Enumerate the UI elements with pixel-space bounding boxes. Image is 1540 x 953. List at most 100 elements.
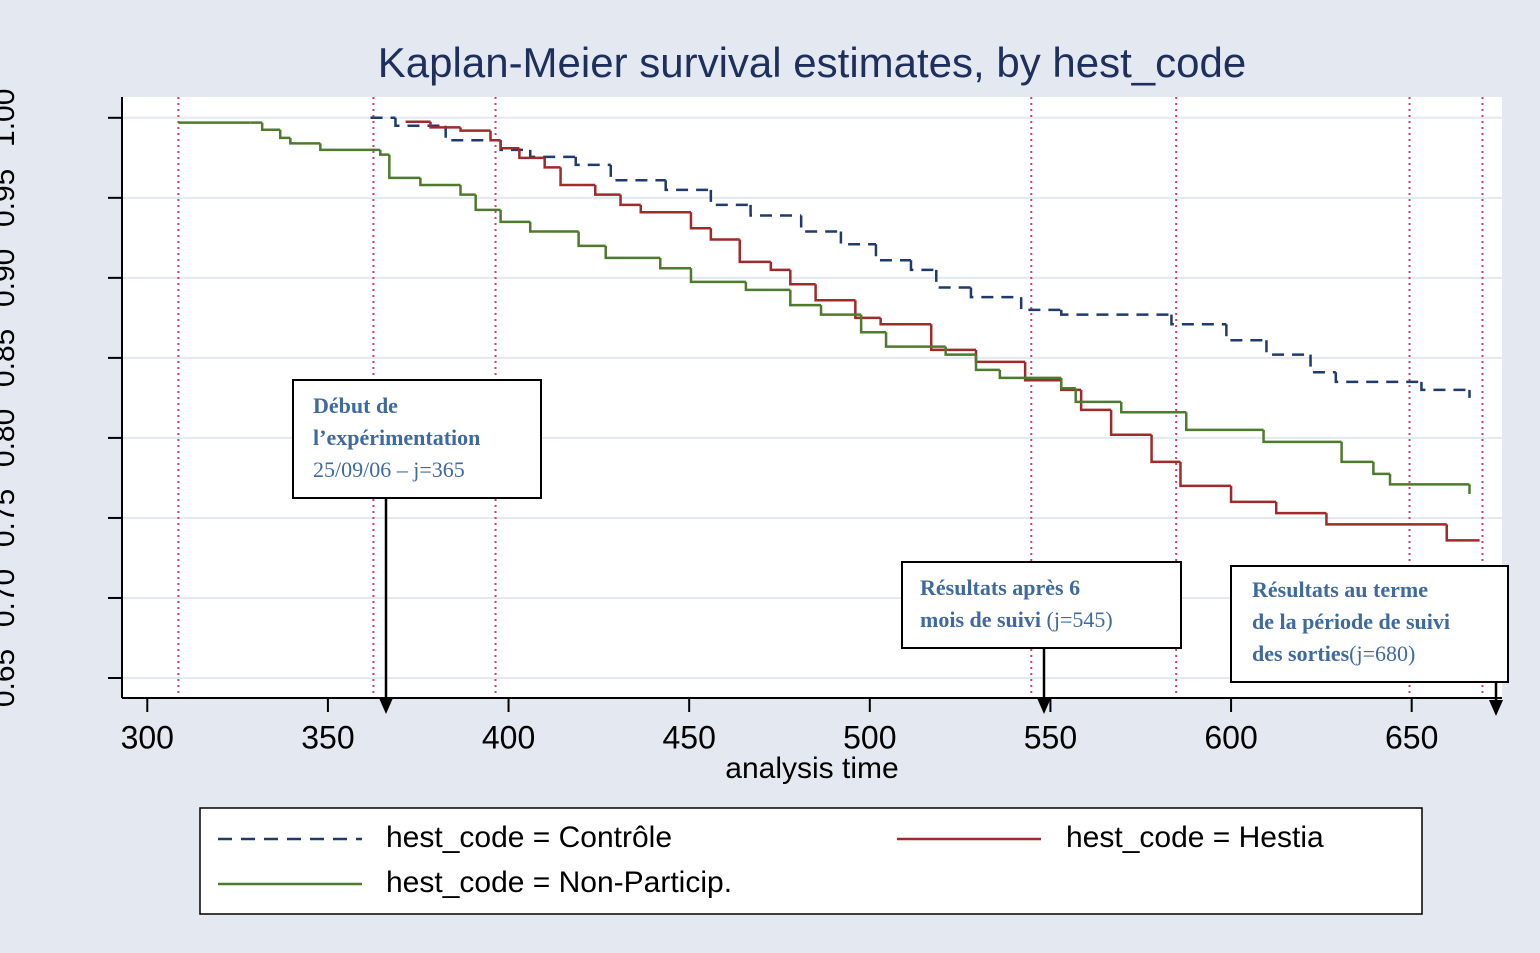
survival-step xyxy=(1023,361,1062,382)
survival-step xyxy=(1074,388,1122,404)
x-tick-label: 300 xyxy=(121,719,174,755)
survival-step xyxy=(879,317,932,326)
survival-step xyxy=(1334,372,1422,384)
x-tick-label: 400 xyxy=(482,719,535,755)
survival-step xyxy=(1170,314,1227,326)
annotation-text: Résultats après 6 xyxy=(920,575,1080,600)
annotation-text: de la période de suivi xyxy=(1252,609,1450,634)
annotation-text: 25/09/06 – j=365 xyxy=(313,457,465,482)
annotation-text: des sorties(j=680) xyxy=(1252,641,1415,666)
survival-step xyxy=(709,228,740,241)
arrow-head xyxy=(379,698,393,714)
survival-step xyxy=(379,149,390,156)
annotation-text: mois de suivi (j=545) xyxy=(920,607,1113,632)
survival-step xyxy=(998,369,1062,380)
survival-step xyxy=(929,324,977,352)
legend-label: hest_code = Hestia xyxy=(1066,821,1324,854)
x-tick-label: 650 xyxy=(1385,719,1438,755)
survival-step xyxy=(619,194,641,207)
survival-step xyxy=(1340,441,1374,464)
survival-step xyxy=(689,212,711,230)
survival-step xyxy=(1225,324,1267,342)
survival-step xyxy=(289,137,321,145)
survival-step xyxy=(394,117,446,128)
survival-step xyxy=(1109,409,1152,436)
survival-step xyxy=(1179,461,1232,488)
survival-step xyxy=(459,127,491,132)
survival-step xyxy=(574,156,611,167)
survival-step xyxy=(738,239,771,264)
survival-step xyxy=(814,284,856,302)
survival-step xyxy=(474,194,501,212)
survival-step xyxy=(1019,297,1062,312)
arrow-head xyxy=(1489,700,1503,716)
survival-step xyxy=(789,289,822,307)
survival-step xyxy=(1150,434,1181,464)
x-tick-label: 550 xyxy=(1024,719,1077,755)
survival-step xyxy=(1265,340,1311,356)
survival-step xyxy=(260,122,281,132)
survival-step xyxy=(1119,401,1187,414)
survival-step xyxy=(1185,412,1264,432)
survival-step xyxy=(528,221,579,233)
survival-step xyxy=(839,231,876,246)
survival-step xyxy=(639,204,691,214)
survival-step xyxy=(859,314,887,334)
legend-label: hest_code = Non-Particip. xyxy=(386,866,732,899)
survival-step xyxy=(499,209,531,224)
survival-step xyxy=(689,268,746,284)
annotation-text: Début de xyxy=(313,393,398,418)
x-tick-label: 600 xyxy=(1204,719,1257,755)
annotation-text: mois de suivi xyxy=(920,607,1041,632)
y-tick-label: 0.80 xyxy=(0,409,21,467)
survival-step xyxy=(744,281,791,292)
survival-step xyxy=(1445,524,1480,542)
annotation-text: (j=545) xyxy=(1041,607,1113,632)
survival-step xyxy=(1420,381,1470,392)
annotation-text: (j=680) xyxy=(1349,641,1415,666)
annotation-text: des sorties xyxy=(1252,641,1350,666)
survival-step xyxy=(319,143,381,152)
y-tick-label: 0.70 xyxy=(0,569,21,627)
y-tick-label: 0.75 xyxy=(0,489,21,547)
survival-step xyxy=(1388,473,1470,486)
survival-step xyxy=(593,185,621,196)
survival-step xyxy=(944,346,977,356)
survival-step xyxy=(444,125,501,142)
survival-step xyxy=(935,269,971,289)
survival-step xyxy=(789,269,816,286)
survival-step xyxy=(278,129,291,140)
survival-step xyxy=(799,215,841,233)
survival-step xyxy=(419,177,461,187)
x-axis-label: analysis time xyxy=(725,752,898,785)
arrow-head xyxy=(1037,698,1051,714)
survival-step xyxy=(1372,461,1391,476)
annotation-box xyxy=(1230,565,1509,683)
survival-step xyxy=(609,164,666,182)
y-tick-label: 0.85 xyxy=(0,329,21,387)
survival-step xyxy=(874,244,911,262)
annotation-box xyxy=(901,561,1182,649)
survival-step xyxy=(559,167,596,187)
survival-step xyxy=(969,287,1022,299)
y-tick-label: 0.90 xyxy=(0,249,21,307)
survival-step xyxy=(604,245,661,260)
survival-step xyxy=(459,185,476,196)
x-tick-label: 500 xyxy=(843,719,896,755)
annotation-text: l’expérimentation xyxy=(313,425,480,450)
survival-step xyxy=(518,148,545,160)
survival-step xyxy=(1309,354,1336,374)
survival-step xyxy=(749,204,802,217)
survival-step xyxy=(769,261,791,272)
survival-step xyxy=(909,260,937,272)
survival-step xyxy=(1229,485,1277,504)
survival-step xyxy=(884,332,946,348)
survival-step xyxy=(388,154,421,180)
survival-step xyxy=(499,140,520,150)
survival-step xyxy=(1262,429,1342,444)
annotation-box xyxy=(292,379,542,499)
x-tick-label: 350 xyxy=(301,719,354,755)
survival-step xyxy=(489,130,501,142)
survival-step xyxy=(659,257,691,270)
